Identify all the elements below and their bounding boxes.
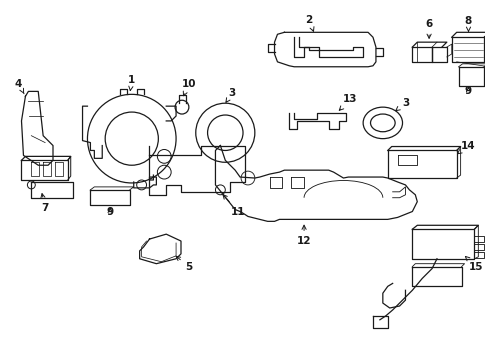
Text: 13: 13 bbox=[339, 94, 357, 110]
Text: 14: 14 bbox=[457, 140, 475, 154]
Text: 10: 10 bbox=[181, 78, 196, 96]
Text: 11: 11 bbox=[223, 195, 245, 216]
Text: 3: 3 bbox=[395, 98, 408, 111]
Text: 1: 1 bbox=[128, 75, 135, 91]
Text: 5: 5 bbox=[176, 256, 192, 272]
Text: 4: 4 bbox=[15, 78, 24, 94]
Text: 7: 7 bbox=[41, 194, 49, 212]
Text: 12: 12 bbox=[296, 225, 311, 246]
Text: 6: 6 bbox=[425, 19, 432, 38]
Text: 8: 8 bbox=[464, 15, 471, 31]
Text: 2: 2 bbox=[305, 14, 313, 31]
Text: 9: 9 bbox=[106, 207, 113, 216]
Text: 9: 9 bbox=[464, 86, 471, 96]
Text: 3: 3 bbox=[225, 88, 235, 102]
Text: 15: 15 bbox=[465, 256, 483, 272]
